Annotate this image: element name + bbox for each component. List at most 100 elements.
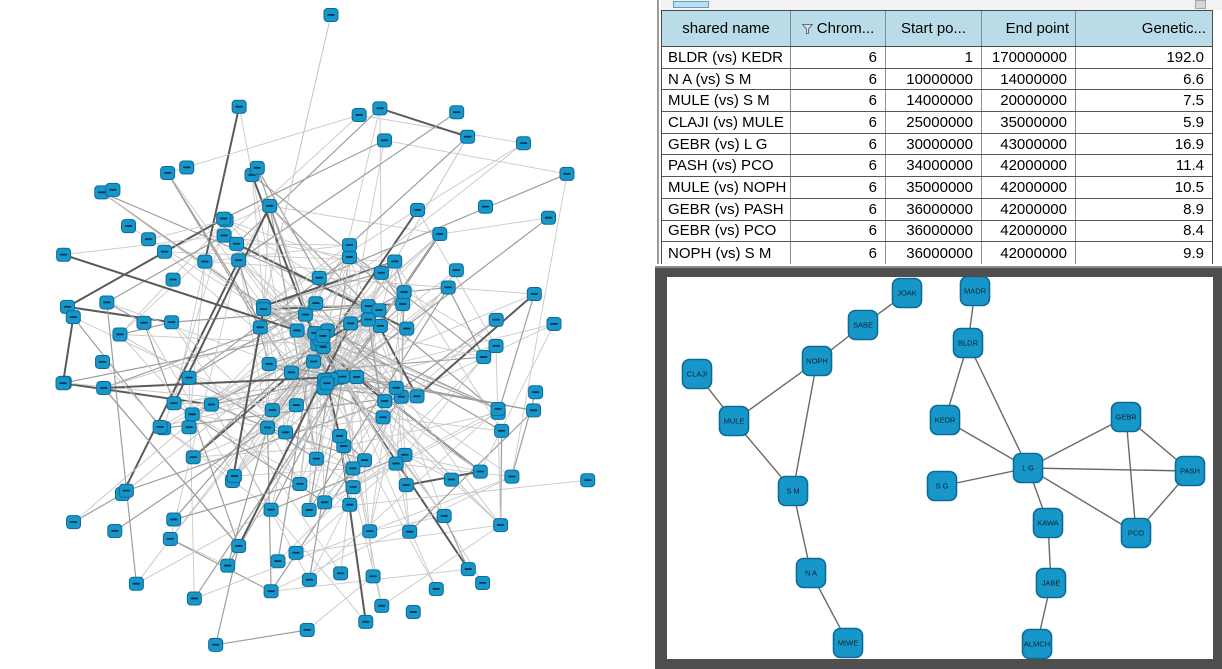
network-node[interactable] — [449, 105, 465, 120]
sub-network-view[interactable]: JOAK SABE NOPH CLAJI MULE S M N A MIWE MADR BLDR K… — [667, 277, 1213, 659]
table-row[interactable]: PASH (vs) PCO 6 34000000 42000000 11.4 — [662, 155, 1212, 178]
network-edge[interactable] — [204, 261, 264, 310]
network-node[interactable] — [365, 569, 381, 584]
network-edge[interactable] — [342, 376, 481, 472]
table-cell[interactable]: 6 — [791, 220, 886, 242]
network-edge[interactable] — [263, 272, 382, 307]
network-node[interactable] — [388, 380, 404, 395]
network-edge[interactable] — [447, 287, 485, 358]
network-edge[interactable] — [396, 463, 512, 478]
network-node[interactable] — [476, 350, 492, 365]
network-node[interactable] — [166, 512, 182, 527]
network-node[interactable] — [371, 303, 387, 318]
network-edge[interactable] — [352, 486, 383, 607]
network-edge[interactable] — [224, 235, 350, 258]
table-cell[interactable]: 11.4 — [1175, 157, 1204, 175]
network-node[interactable] — [440, 280, 456, 295]
network-edge[interactable] — [379, 108, 382, 273]
network-edge[interactable] — [343, 412, 499, 447]
network-node[interactable] — [358, 614, 374, 629]
table-cell[interactable]: 35000000 — [982, 112, 1076, 133]
network-node[interactable] — [387, 254, 403, 269]
table-cell[interactable]: 6.6 — [1183, 70, 1204, 88]
network-node[interactable] — [341, 238, 357, 253]
table-cell[interactable]: 16.9 — [1174, 135, 1204, 153]
table-cell[interactable]: 43000000 — [982, 133, 1076, 155]
network-node[interactable]: MADR — [959, 277, 991, 307]
network-edge[interactable] — [367, 305, 499, 414]
network-node[interactable] — [428, 582, 444, 597]
network-edge[interactable] — [317, 343, 481, 472]
network-edge[interactable] — [215, 629, 308, 646]
network-edge[interactable] — [404, 454, 481, 473]
network-edge[interactable] — [173, 377, 339, 404]
network-edge[interactable] — [223, 139, 385, 220]
network-edge[interactable] — [792, 360, 818, 492]
network-edge[interactable] — [103, 305, 369, 389]
network-node[interactable] — [526, 403, 542, 418]
network-edge[interactable] — [384, 139, 568, 175]
table-cell[interactable]: N A (vs) S M — [662, 68, 791, 90]
network-edge[interactable] — [350, 323, 502, 526]
network-edge[interactable] — [404, 454, 452, 480]
network-edge[interactable] — [103, 375, 343, 389]
network-node[interactable] — [559, 166, 575, 181]
network-edge[interactable] — [191, 414, 350, 506]
network-edge[interactable] — [395, 396, 402, 464]
table-row[interactable]: GEBR (vs) PASH 6 36000000 42000000 8.9 — [662, 198, 1212, 221]
network-edge[interactable] — [1125, 416, 1137, 534]
network-node[interactable] — [398, 478, 414, 493]
network-edge[interactable] — [306, 576, 374, 631]
network-edge[interactable] — [238, 106, 297, 406]
network-edge[interactable] — [203, 106, 241, 262]
table-cell[interactable]: 10.5 — [1174, 178, 1204, 196]
network-edge[interactable] — [295, 524, 501, 554]
network-edge[interactable] — [260, 327, 357, 378]
table-cell[interactable]: MULE (vs) NOPH — [662, 177, 791, 198]
table-cell[interactable]: PASH (vs) PCO — [662, 155, 791, 177]
network-node[interactable] — [306, 354, 322, 369]
network-node[interactable] — [448, 263, 464, 278]
network-node[interactable] — [395, 297, 411, 312]
network-node[interactable] — [494, 423, 510, 438]
network-node[interactable] — [112, 327, 128, 342]
table-cell[interactable]: 34000000 — [886, 155, 982, 177]
network-node[interactable] — [256, 302, 272, 317]
network-node[interactable] — [186, 591, 202, 606]
network-edge[interactable] — [479, 323, 555, 472]
network-node[interactable]: JABE — [1035, 567, 1067, 599]
network-edge[interactable] — [417, 209, 497, 347]
network-node[interactable] — [375, 410, 391, 425]
network-edge[interactable] — [331, 287, 449, 380]
column-header-start-position[interactable]: Start po... — [886, 11, 982, 46]
network-node[interactable] — [141, 232, 157, 247]
network-edge[interactable] — [136, 509, 272, 585]
network-node[interactable] — [197, 254, 213, 269]
network-node[interactable] — [402, 524, 418, 539]
network-edge[interactable] — [395, 387, 445, 517]
network-edge[interactable] — [263, 14, 332, 307]
network-node[interactable] — [526, 286, 542, 301]
network-node[interactable] — [301, 503, 317, 518]
network-node[interactable] — [341, 250, 357, 265]
network-node[interactable] — [185, 450, 201, 465]
network-node[interactable] — [152, 419, 168, 434]
network-node[interactable] — [95, 354, 111, 369]
network-edge[interactable] — [338, 323, 555, 379]
table-horizontal-scrollbar[interactable] — [661, 0, 1222, 10]
network-edge[interactable] — [443, 515, 469, 570]
network-node[interactable] — [308, 296, 324, 311]
main-network-view[interactable] — [0, 0, 655, 669]
network-edge[interactable] — [379, 107, 468, 138]
table-cell[interactable]: 6 — [791, 155, 886, 177]
network-node[interactable] — [388, 456, 404, 471]
network-edge[interactable] — [173, 205, 271, 404]
network-node[interactable] — [249, 160, 265, 175]
network-edge[interactable] — [223, 218, 320, 279]
network-edge[interactable] — [404, 356, 485, 456]
network-edge[interactable] — [296, 404, 340, 437]
network-edge[interactable] — [356, 325, 381, 378]
network-edge[interactable] — [148, 219, 227, 240]
network-node[interactable] — [528, 385, 544, 400]
network-node[interactable] — [317, 495, 333, 510]
